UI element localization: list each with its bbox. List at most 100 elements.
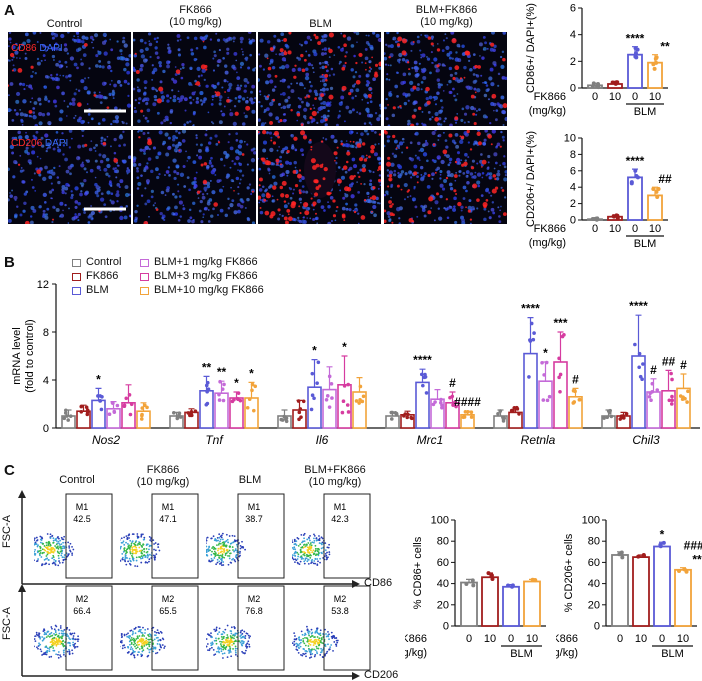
data-point bbox=[470, 415, 474, 419]
data-point bbox=[237, 391, 241, 395]
data-point bbox=[557, 357, 561, 361]
y-tick-label: 80 bbox=[437, 536, 449, 548]
factor-unit-label: (mg/kg) bbox=[556, 647, 578, 659]
data-point bbox=[64, 408, 68, 412]
data-point bbox=[679, 394, 683, 398]
data-point bbox=[298, 411, 302, 415]
y-tick-label: 4 bbox=[570, 29, 576, 41]
y-tick-label: 0 bbox=[570, 215, 576, 227]
significance-label: **** bbox=[629, 299, 648, 313]
x-category-label: 10 bbox=[649, 223, 661, 235]
data-point bbox=[648, 395, 652, 399]
data-point bbox=[561, 335, 565, 339]
c-col-header-blm-fk866: BLM+FK866(10 mg/kg) bbox=[290, 464, 380, 488]
data-point bbox=[285, 416, 289, 420]
y-tick-label: 10 bbox=[564, 133, 576, 145]
y-tick-label: 4 bbox=[570, 182, 576, 194]
y-axis-title: CD206+/ DAPI+(%) bbox=[525, 131, 537, 227]
data-point bbox=[79, 405, 83, 409]
x-category-label: 10 bbox=[609, 223, 621, 235]
y-tick-label: 8 bbox=[43, 327, 49, 339]
data-point bbox=[634, 51, 638, 55]
data-point bbox=[248, 397, 252, 401]
factor-unit-label: (mg/kg) bbox=[405, 647, 427, 659]
x-category-label: 10 bbox=[526, 633, 538, 645]
data-point bbox=[222, 383, 226, 387]
gene-label: Il6 bbox=[316, 433, 329, 447]
bar bbox=[524, 354, 537, 428]
y-axis-title: % CD206+ cells bbox=[563, 533, 575, 612]
bar bbox=[482, 577, 498, 626]
data-point bbox=[610, 415, 614, 419]
data-point bbox=[502, 416, 506, 420]
data-point bbox=[531, 578, 535, 582]
data-point bbox=[542, 373, 546, 377]
data-point bbox=[530, 322, 534, 326]
data-point bbox=[342, 399, 346, 403]
data-point bbox=[123, 404, 127, 408]
data-point bbox=[330, 396, 334, 400]
data-point bbox=[298, 407, 302, 411]
data-point bbox=[651, 187, 655, 191]
y-tick-label: 100 bbox=[582, 515, 600, 527]
data-point bbox=[654, 57, 658, 61]
factor-label: FK866 bbox=[556, 633, 578, 645]
significance-label: **** bbox=[626, 32, 645, 46]
data-point bbox=[246, 406, 250, 410]
data-point bbox=[620, 555, 624, 559]
bar bbox=[245, 398, 258, 428]
data-point bbox=[129, 413, 133, 417]
data-point bbox=[128, 393, 132, 397]
data-point bbox=[406, 412, 410, 416]
significance-label: **** bbox=[521, 302, 540, 316]
data-point bbox=[655, 388, 659, 392]
data-point bbox=[217, 393, 221, 397]
y-axis-title: % CD86+ cells bbox=[412, 536, 424, 609]
error-bar bbox=[636, 315, 642, 356]
data-point bbox=[358, 398, 362, 402]
axis-arrow-icon bbox=[18, 584, 26, 592]
data-point bbox=[205, 390, 209, 394]
data-point bbox=[516, 407, 520, 411]
significance-label: # bbox=[449, 376, 456, 390]
data-point bbox=[98, 399, 102, 403]
data-point bbox=[670, 395, 674, 399]
micrograph-tile bbox=[258, 130, 381, 224]
data-point bbox=[462, 415, 466, 419]
data-point bbox=[347, 410, 351, 414]
x-category-label: 0 bbox=[617, 633, 623, 645]
stain-label-cd86: CD86 DAPI bbox=[11, 43, 63, 54]
data-point bbox=[251, 383, 255, 387]
y-tick-label: 12 bbox=[37, 279, 49, 291]
c-col-header-blm: BLM bbox=[205, 474, 295, 486]
data-point bbox=[638, 352, 642, 356]
data-point bbox=[218, 398, 222, 402]
data-point bbox=[439, 398, 443, 402]
data-point bbox=[642, 554, 646, 558]
data-point bbox=[421, 384, 425, 388]
data-point bbox=[206, 381, 210, 385]
data-point bbox=[649, 398, 653, 402]
factor-unit-label: (mg/kg) bbox=[529, 105, 566, 117]
data-point bbox=[541, 398, 545, 402]
significance-label: #### bbox=[454, 395, 481, 409]
stain-label-cd206: CD206 DAPI bbox=[11, 138, 68, 149]
data-point bbox=[423, 373, 427, 377]
data-point bbox=[281, 418, 285, 422]
data-point bbox=[116, 404, 120, 408]
a-col-header-fk866: FK866(10 mg/kg) bbox=[133, 4, 258, 28]
data-point bbox=[405, 416, 409, 420]
error-bar bbox=[342, 356, 348, 385]
flow-axes bbox=[0, 488, 400, 680]
data-point bbox=[637, 366, 641, 370]
data-point bbox=[391, 411, 395, 415]
factor-label: FK866 bbox=[534, 91, 566, 103]
data-point bbox=[486, 571, 490, 575]
bar bbox=[675, 570, 691, 626]
data-point bbox=[66, 418, 70, 422]
micrograph-tile bbox=[384, 130, 507, 224]
bar bbox=[648, 63, 662, 88]
x-category-label: 10 bbox=[677, 633, 689, 645]
